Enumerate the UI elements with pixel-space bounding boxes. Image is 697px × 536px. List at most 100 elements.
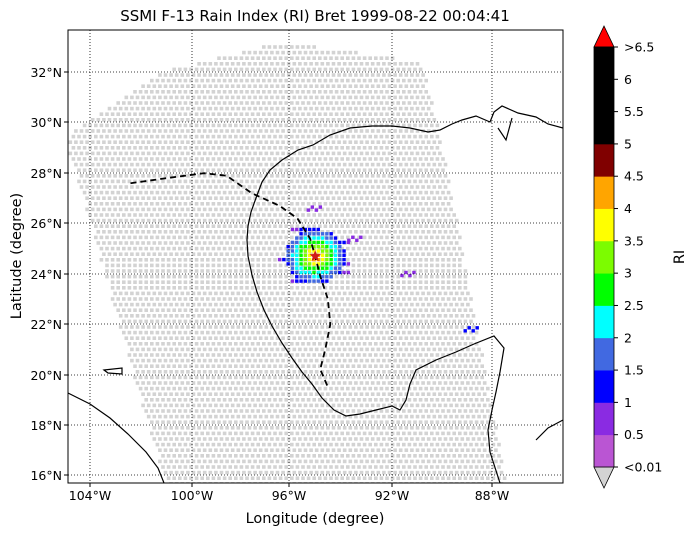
swath-point [421,314,425,318]
swath-point [146,162,151,167]
swath-point [82,168,87,172]
swath-point [329,442,333,447]
swath-point [426,448,431,452]
swath-point [430,274,434,279]
swath-point [398,437,403,441]
swath-point [267,398,272,402]
swath-point [214,95,218,100]
swath-point [342,207,347,212]
swath-point [387,252,392,256]
swath-point [298,106,302,111]
swath-point [239,202,244,206]
swath-point [413,134,417,139]
swath-point [421,403,425,408]
swath-point [138,134,143,139]
swath-point [256,213,260,217]
swath-point [426,129,431,133]
swath-point [346,364,350,368]
swath-point [264,84,269,88]
swath-point [219,118,224,122]
swath-point [138,330,143,335]
swath-point [340,386,344,391]
swath-point [329,431,333,436]
swath-point [340,90,344,94]
swath-point [385,202,389,206]
swath-point [446,342,451,346]
swath-point [191,218,196,223]
swath-point [225,448,229,452]
swath-point [152,336,157,340]
swath-point [110,123,115,128]
swath-point [334,157,339,161]
swath-point [169,252,173,256]
swath-point [211,353,216,357]
swath-point [278,67,283,72]
swath-point [236,448,241,452]
swath-point [267,78,272,83]
swath-point [189,146,193,150]
swath-point [376,106,381,111]
swath-point [258,50,263,55]
swath-point [430,386,434,391]
swath-point [155,342,160,346]
swath-point [306,146,311,150]
swath-point [267,213,272,217]
swath-point [385,353,389,357]
rain-point [320,240,325,245]
swath-point [413,409,417,413]
swath-point [312,101,316,105]
swath-point [200,319,204,324]
swath-point [351,330,356,335]
swath-point [135,185,140,189]
swath-point [368,168,372,172]
swath-point [326,426,330,430]
swath-point [410,358,414,363]
swath-point [342,106,347,111]
swath-point [407,123,412,128]
swath-point [202,196,207,200]
swath-point [116,280,120,284]
swath-point [362,330,367,335]
swath-point [337,392,341,396]
swath-point [441,465,445,469]
swath-point [359,118,364,122]
swath-point [301,263,305,268]
swath-point [273,375,277,380]
swath-point [382,207,386,212]
swath-point [374,157,378,161]
swath-point [331,207,336,212]
swath-point [482,392,487,396]
swath-point [497,442,501,447]
swath-point [79,151,84,156]
swath-point [390,56,395,60]
swath-point [284,168,288,172]
swath-point [320,381,325,385]
swath-point [183,263,188,268]
rain-point [277,257,282,262]
swath-point [222,213,227,217]
rain-point [295,249,299,253]
swath-point [234,146,238,150]
swath-point [270,252,274,256]
swath-point [435,297,440,301]
swath-point [407,308,412,312]
swath-point [155,420,160,424]
swath-point [239,442,244,447]
swath-point [273,398,277,402]
swath-point [155,213,160,217]
rain-point [333,240,338,245]
swath-point [217,465,221,469]
swath-point [245,202,249,206]
swath-point [441,190,445,195]
swath-point [113,302,117,307]
swath-point [186,403,190,408]
swath-point [189,258,193,262]
swath-point [376,151,381,156]
swath-point [239,286,244,290]
swath-point [262,330,266,335]
swath-point [217,476,221,480]
rain-point [295,279,299,283]
swath-point [385,146,389,150]
rain-point [329,240,333,245]
swath-point [379,330,384,335]
